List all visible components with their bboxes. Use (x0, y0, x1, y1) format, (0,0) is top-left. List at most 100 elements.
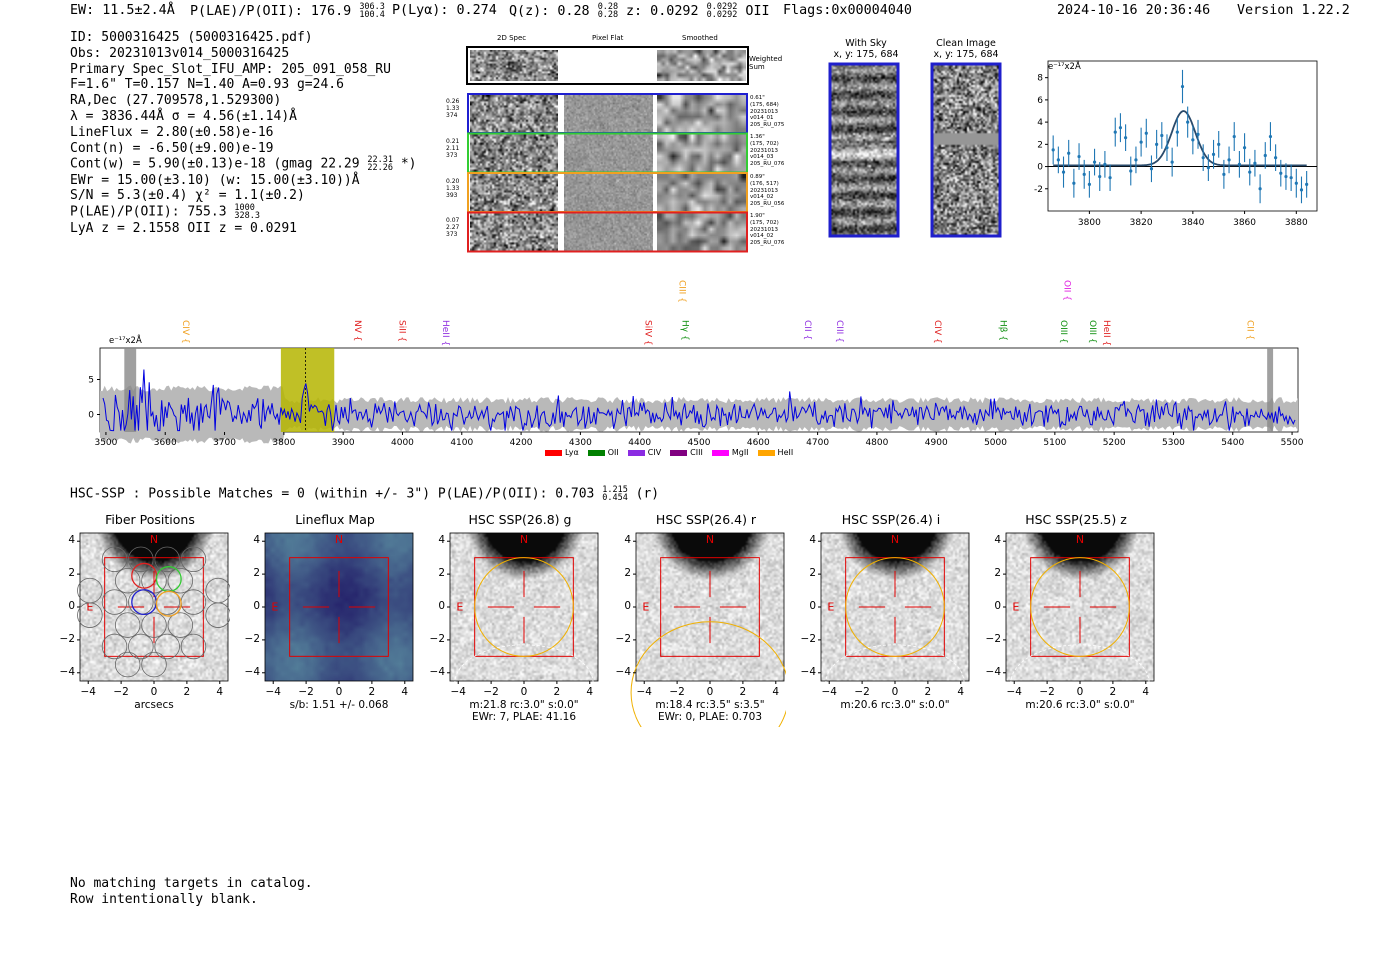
panel-z: HSC SSP(25.5) z N E 4 2 0 −2 −4 −4 −2 0 2 4 m:20.6 rc… (986, 512, 1156, 727)
galaxy-ellipse (1010, 644, 1150, 721)
zoom-data-point (1149, 167, 1154, 171)
cutout-gap-a-1 (558, 95, 563, 132)
legend-item: HeII (757, 448, 793, 457)
fiber-circle (180, 546, 207, 573)
fiber-circle (101, 546, 128, 573)
panel-image (450, 533, 598, 681)
full-xtick-label: 5300 (1162, 438, 1185, 448)
aperture-box (660, 557, 760, 657)
zoom-data-point (1103, 162, 1107, 166)
cutout-smoothed-2 (657, 134, 746, 172)
panel-image (80, 533, 228, 681)
panel-caption2: EWr: 7, PLAE: 41.16 (471, 711, 577, 723)
cutout-2d-spec-1 (470, 95, 558, 132)
panel-xtick-label: −4 (1006, 686, 1022, 698)
zoom-unit-label: e⁻¹⁷x2Å (1048, 62, 1081, 72)
panel-ytick-label: 2 (253, 567, 260, 580)
panel-ytick-label: −4 (59, 665, 75, 678)
zoom-data-point (1144, 131, 1148, 135)
cutout-row-2-left: 0.21 2.11 373 (446, 138, 460, 159)
panel-xtick-label: 4 (957, 686, 965, 698)
cutout-2d-spec-4 (470, 213, 558, 251)
legend-swatch (545, 449, 562, 456)
compass-e: E (642, 600, 649, 613)
panel-ytick-label: 4 (624, 534, 631, 547)
full-spectrum-line (102, 369, 1296, 432)
panel-plot: NE (447, 532, 599, 721)
full-spectrum-chart: 0 5 3500 3600 3700 3800 3900 4000 4100 4200 4300 44… (88, 280, 1304, 448)
zoom-spectrum-chart: -2 0 2 4 6 8 3800 3820 3840 3860 3880 (1034, 60, 1318, 228)
legend-swatch (757, 449, 775, 456)
info-radec: RA,Dec (27.709578,1.529300) (70, 93, 282, 109)
fiber-circle (114, 651, 141, 678)
with-sky-frame (828, 62, 900, 238)
zoom-data-point (1222, 172, 1226, 176)
fiber-circle (128, 633, 154, 660)
compass-e: E (1012, 600, 1019, 613)
zoom-data-point (1175, 130, 1179, 134)
full-xtick-label: 4800 (865, 438, 888, 448)
zoom-data-point (1118, 126, 1123, 130)
weighted-sum-2d-spec (470, 50, 558, 81)
panel-title: HSC SSP(26.4) i (841, 512, 941, 527)
fiber-circle (114, 612, 141, 638)
panel-xtick-label: −4 (821, 686, 837, 698)
panel-xtick-label: −2 (669, 686, 685, 698)
panel-ytick-label: 0 (624, 600, 631, 612)
panel-xtick-label: −4 (80, 686, 96, 698)
full-xtick-label: 3800 (272, 438, 295, 448)
panel-xtick-label: 0 (520, 686, 528, 698)
panel-xtick-label: 4 (216, 686, 224, 698)
panel-title: Lineflux Map (295, 512, 375, 527)
full-noise-band (100, 385, 1298, 444)
full-xtick-label: 4300 (569, 438, 592, 448)
info-obs: Obs: 20231013v014_5000316425 (70, 45, 290, 61)
panel-plot: NE (818, 532, 970, 721)
zoom-data-point (1211, 152, 1216, 156)
cutout-row-4-right: 1.90" (175, 702) 20231013 v014_02 205_RU_076 (750, 213, 785, 247)
cutout-row-2-right: 1.36" (175, 702) 20231013 v014_03 205_RU_076 (750, 134, 785, 168)
hsc-summary-hi: 1.215 (602, 485, 628, 495)
panel-title: Fiber Positions (105, 512, 195, 527)
legend-item: Lyα (545, 448, 579, 457)
aperture-circle (845, 557, 945, 657)
panel-ytick-label: −4 (800, 665, 816, 678)
cutout-2d-spec-3 (470, 174, 558, 211)
info-lambda: λ = 3836.44Å σ = 4.56(±1.14)Å (70, 108, 297, 124)
full-xtick-label: 4900 (925, 438, 948, 448)
header-ew: EW: 11.5±2.4Å (70, 3, 175, 18)
full-ytick-label: 5 (88, 376, 94, 386)
full-mask-right (1267, 348, 1274, 432)
zoom-data-point (1067, 151, 1071, 155)
panel-xtick-label: 0 (1076, 686, 1084, 698)
header-flags: Flags:0x00004040 (783, 3, 912, 18)
emission-line-label: CII { (802, 320, 812, 340)
zoom-data-point (1191, 138, 1195, 142)
compass-n: N (150, 533, 158, 546)
header-timestamp: 2024-10-16 20:36:46 (1057, 3, 1211, 18)
panel-title: HSC SSP(26.4) r (655, 512, 757, 527)
panel-xtick-label: 4 (401, 686, 409, 698)
panel-caption1: s/b: 1.51 +/- 0.068 (289, 699, 389, 711)
info-lineflux: LineFlux = 2.80(±0.58)e-16 (70, 124, 274, 140)
panel-xtick-label: −4 (265, 686, 281, 698)
hsc-summary-a: HSC-SSP : Possible Matches = 0 (within +… (70, 486, 595, 502)
fiber-circle (167, 567, 194, 594)
panel-caption1: m:21.8 rc:3.0" s:0.0" (469, 699, 579, 711)
zoom-data-point (1051, 148, 1055, 152)
header-qz-hi: 0.28 (597, 2, 619, 12)
fiber-circle (77, 602, 103, 628)
panel-caption2: EWr: 0, PLAE: 0.703 (657, 711, 763, 723)
header-z-lo: 0.0292 (706, 10, 738, 20)
fiber-circle (154, 633, 180, 660)
full-xtick-label: 3900 (332, 438, 355, 448)
panel-xtick-label: 2 (183, 686, 191, 698)
cutout-pixel-flat-1 (564, 95, 653, 132)
cutout-gap-a-3 (558, 174, 563, 211)
footer-line-1: No matching targets in catalog. (70, 876, 313, 891)
zoom-data-point (1248, 170, 1252, 174)
cutout-gap-b-2 (653, 134, 657, 172)
zoom-data-point (1305, 182, 1309, 186)
hsc-summary: HSC-SSP : Possible Matches = 0 (within +… (70, 485, 659, 503)
info-id: ID: 5000316425 (5000316425.pdf) (70, 30, 313, 45)
